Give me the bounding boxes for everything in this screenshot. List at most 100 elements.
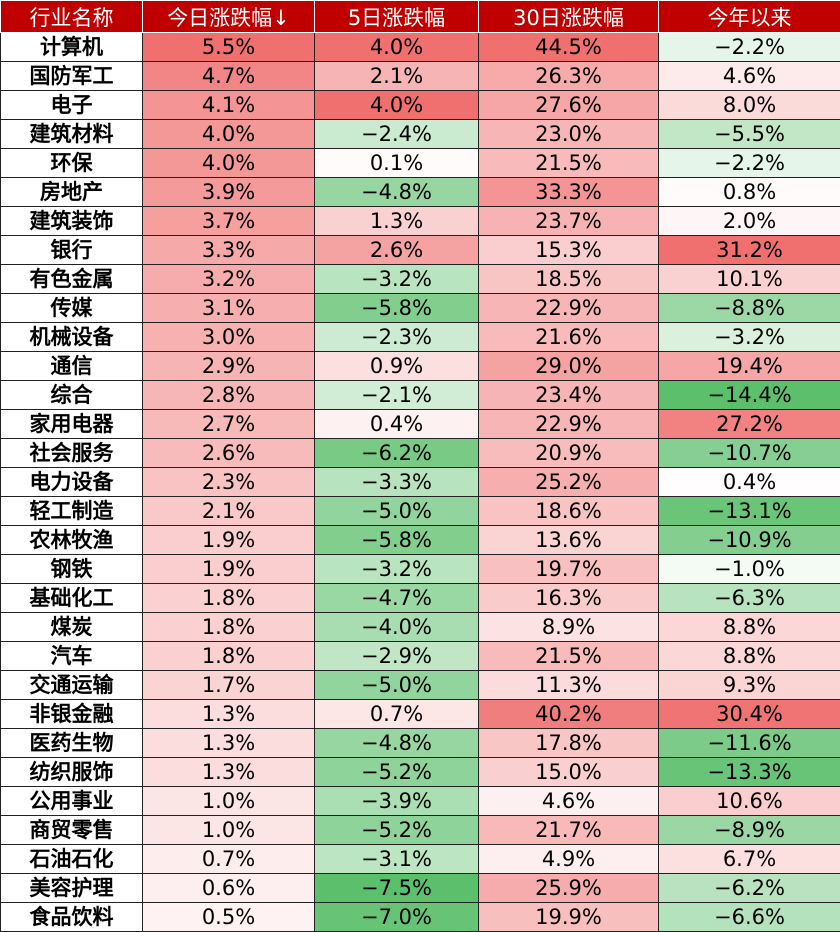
ytd-change-cell: −6.3% [659, 584, 840, 613]
5day-change-cell: 2.1% [315, 62, 479, 91]
30day-change-cell: 40.2% [479, 700, 659, 729]
ytd-change-cell: −10.9% [659, 526, 840, 555]
5day-change-cell: −3.1% [315, 845, 479, 874]
ytd-change-cell: −11.6% [659, 729, 840, 758]
today-change-cell: 2.9% [143, 352, 315, 381]
today-change-cell: 0.5% [143, 903, 315, 932]
30day-change-cell: 21.5% [479, 149, 659, 178]
30day-change-cell: 19.7% [479, 555, 659, 584]
today-change-cell: 1.8% [143, 613, 315, 642]
5day-change-cell: 0.4% [315, 410, 479, 439]
header-30day-change[interactable]: 30日涨跌幅 [479, 1, 659, 33]
today-change-cell: 3.0% [143, 323, 315, 352]
today-change-cell: 4.7% [143, 62, 315, 91]
header-row: 行业名称 今日涨跌幅↓ 5日涨跌幅 30日涨跌幅 今年以来 [1, 1, 840, 33]
30day-change-cell: 18.6% [479, 497, 659, 526]
ytd-change-cell: −6.2% [659, 874, 840, 903]
header-industry-name[interactable]: 行业名称 [1, 1, 143, 33]
industry-name-cell: 建筑装饰 [1, 207, 143, 236]
header-today-change[interactable]: 今日涨跌幅↓ [143, 1, 315, 33]
today-change-cell: 1.9% [143, 555, 315, 584]
industry-name-cell: 交通运输 [1, 671, 143, 700]
today-change-cell: 3.9% [143, 178, 315, 207]
today-change-cell: 3.3% [143, 236, 315, 265]
30day-change-cell: 25.2% [479, 468, 659, 497]
industry-name-cell: 机械设备 [1, 323, 143, 352]
30day-change-cell: 4.6% [479, 787, 659, 816]
today-change-cell: 4.0% [143, 120, 315, 149]
ytd-change-cell: −14.4% [659, 381, 840, 410]
ytd-change-cell: 0.8% [659, 178, 840, 207]
5day-change-cell: −5.0% [315, 497, 479, 526]
industry-name-cell: 轻工制造 [1, 497, 143, 526]
30day-change-cell: 21.6% [479, 323, 659, 352]
30day-change-cell: 17.8% [479, 729, 659, 758]
today-change-cell: 1.3% [143, 758, 315, 787]
5day-change-cell: −3.2% [315, 265, 479, 294]
5day-change-cell: −5.0% [315, 671, 479, 700]
ytd-change-cell: −3.2% [659, 323, 840, 352]
industry-name-cell: 社会服务 [1, 439, 143, 468]
30day-change-cell: 22.9% [479, 410, 659, 439]
today-change-cell: 3.7% [143, 207, 315, 236]
today-change-cell: 1.0% [143, 816, 315, 845]
ytd-change-cell: 10.6% [659, 787, 840, 816]
5day-change-cell: −5.2% [315, 758, 479, 787]
30day-change-cell: 23.0% [479, 120, 659, 149]
5day-change-cell: −3.9% [315, 787, 479, 816]
5day-change-cell: −7.5% [315, 874, 479, 903]
ytd-change-cell: −6.6% [659, 903, 840, 932]
header-5day-change[interactable]: 5日涨跌幅 [315, 1, 479, 33]
5day-change-cell: −5.2% [315, 816, 479, 845]
5day-change-cell: −2.4% [315, 120, 479, 149]
ytd-change-cell: 2.0% [659, 207, 840, 236]
today-change-cell: 2.6% [143, 439, 315, 468]
ytd-change-cell: 6.7% [659, 845, 840, 874]
industry-name-cell: 纺织服饰 [1, 758, 143, 787]
today-change-cell: 1.8% [143, 584, 315, 613]
5day-change-cell: 0.7% [315, 700, 479, 729]
today-change-cell: 1.9% [143, 526, 315, 555]
industry-name-cell: 食品饮料 [1, 903, 143, 932]
industry-name-cell: 房地产 [1, 178, 143, 207]
5day-change-cell: −4.7% [315, 584, 479, 613]
today-change-cell: 2.7% [143, 410, 315, 439]
today-change-cell: 4.1% [143, 91, 315, 120]
today-change-cell: 2.1% [143, 497, 315, 526]
ytd-change-cell: −13.1% [659, 497, 840, 526]
ytd-change-cell: −10.7% [659, 439, 840, 468]
ytd-change-cell: 8.8% [659, 642, 840, 671]
30day-change-cell: 25.9% [479, 874, 659, 903]
ytd-change-cell: −8.8% [659, 294, 840, 323]
today-change-cell: 0.6% [143, 874, 315, 903]
header-ytd-change[interactable]: 今年以来 [659, 1, 840, 33]
ytd-change-cell: −13.3% [659, 758, 840, 787]
industry-name-cell: 公用事业 [1, 787, 143, 816]
industry-name-cell: 传媒 [1, 294, 143, 323]
today-change-cell: 3.1% [143, 294, 315, 323]
industry-name-cell: 农林牧渔 [1, 526, 143, 555]
5day-change-cell: −7.0% [315, 903, 479, 932]
today-change-cell: 2.8% [143, 381, 315, 410]
30day-change-cell: 44.5% [479, 33, 659, 62]
ytd-change-cell: −2.2% [659, 33, 840, 62]
5day-change-cell: −4.8% [315, 729, 479, 758]
